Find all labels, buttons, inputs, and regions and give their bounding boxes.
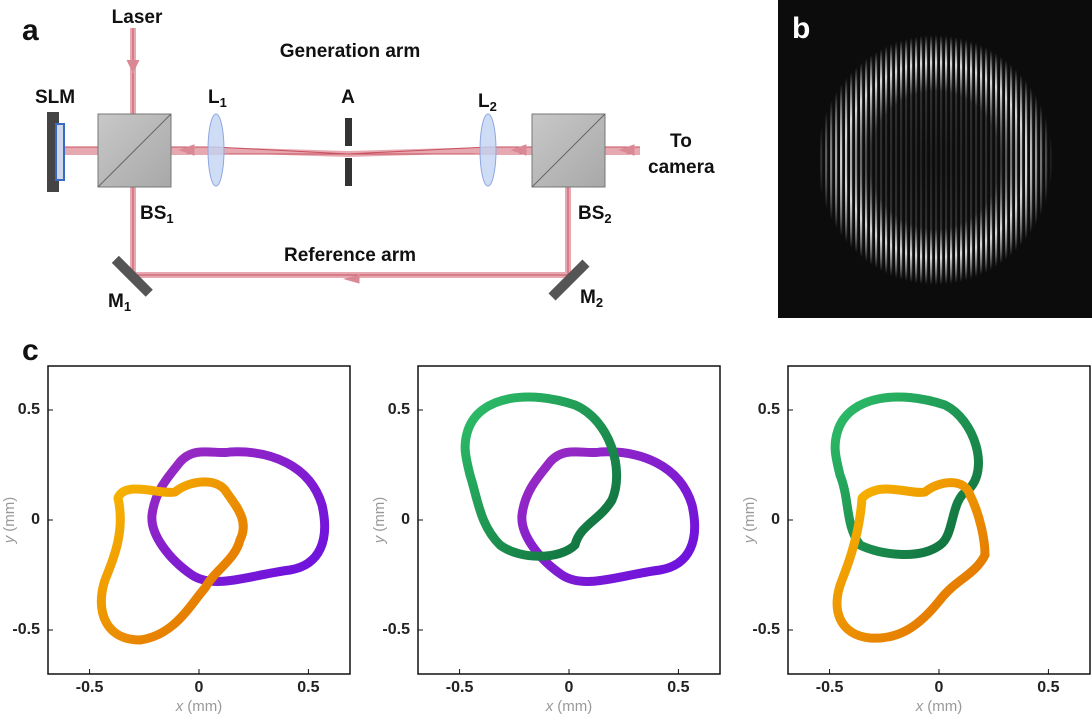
splitter-label-text: BS (140, 203, 166, 224)
plot: -0.5 0 0.5-0.500.5x (mm)y(mm) (1, 365, 351, 715)
x-axis-unit: (mm) (187, 698, 222, 715)
arm-label: Reference arm (284, 245, 416, 266)
mirror-label-text: M (580, 287, 596, 308)
splitter-label-sub: 2 (604, 211, 611, 226)
arm-label: Generation arm (280, 41, 420, 62)
slm-label: SLM (35, 87, 75, 108)
y-tick-label: 0.5 (388, 401, 410, 418)
plot-frame (417, 365, 721, 675)
x-tick-label: -0.5 (76, 679, 104, 696)
splitter-label-sub: 1 (166, 211, 173, 226)
plot-frame (47, 365, 351, 675)
y-tick-label: 0 (31, 511, 40, 528)
knot-tube (96, 477, 248, 645)
splitter-label: BS1 (140, 203, 174, 226)
plot: -0.5 0 0.5-0.500.5x (mm)y(mm) (371, 365, 721, 715)
lens-label: L2 (478, 91, 497, 114)
fringes (778, 0, 1092, 318)
lens-label-sub: 2 (490, 99, 497, 114)
knot-tube (517, 447, 700, 586)
y-axis-label: y (mm) (1, 497, 18, 544)
x-axis-var: x (175, 698, 184, 715)
lens-label-text: L (478, 91, 490, 112)
lens (479, 113, 497, 187)
beam-arrows (126, 59, 635, 284)
y-axis-var: y (1, 534, 18, 544)
mirror-label-sub: 2 (596, 295, 603, 310)
aperture-label: A (341, 87, 355, 108)
x-tick-label: 0 (195, 679, 204, 696)
knot-tube (830, 392, 983, 559)
laser-label: Laser (112, 7, 163, 28)
knot-plots: -0.5 0 0.5-0.500.5x (mm)y(mm)-0.5 0 0.5-0.500… (1, 365, 1091, 715)
panel-label: a (22, 14, 39, 47)
y-tick-label: -0.5 (382, 621, 410, 638)
x-axis-unit: (mm) (927, 698, 962, 715)
x-tick-label: 0.5 (667, 679, 689, 696)
y-axis-unit: (mm) (371, 497, 388, 532)
slm-screen (55, 123, 65, 181)
x-axis-label: x (mm) (545, 698, 592, 715)
x-axis-var: x (545, 698, 554, 715)
x-axis-label: x (mm) (915, 698, 962, 715)
mirror-label: M1 (108, 291, 131, 314)
lens-label: L1 (208, 87, 227, 110)
x-tick-label: 0.5 (1037, 679, 1059, 696)
x-axis-unit: (mm) (557, 698, 592, 715)
knot-curves (96, 392, 990, 645)
y-axis-unit: (mm) (741, 497, 758, 532)
mirror-label-text: M (108, 291, 124, 312)
plot-frame (787, 365, 1091, 675)
aperture (345, 118, 352, 146)
beam-splitter-face (531, 113, 606, 188)
setup-diagram: a Laser Generation arm Reference arm SLM… (22, 7, 715, 314)
knot-tube (460, 392, 622, 561)
x-tick-label: 0 (935, 679, 944, 696)
x-tick-label: -0.5 (446, 679, 474, 696)
y-tick-label: -0.5 (12, 621, 40, 638)
camera-label: camera (648, 157, 715, 178)
y-tick-label: 0 (771, 511, 780, 528)
knot-tube (832, 478, 990, 643)
x-axis-var: x (915, 698, 924, 715)
x-tick-label: 0.5 (297, 679, 319, 696)
plot: -0.5 0 0.5-0.500.5x (mm)y(mm) (741, 365, 1091, 715)
y-tick-label: 0.5 (18, 401, 40, 418)
mirror-label-sub: 1 (124, 299, 131, 314)
knot-tube (147, 447, 330, 586)
camera-label: To (670, 131, 692, 152)
y-axis-label: y (mm) (741, 497, 758, 544)
beam-splitter-face (97, 113, 172, 188)
aperture (345, 158, 352, 186)
y-tick-label: 0.5 (758, 401, 780, 418)
y-axis-var: y (371, 534, 388, 544)
y-axis-var: y (741, 534, 758, 544)
panel-label: b (792, 12, 810, 45)
lens-label-text: L (208, 87, 220, 108)
mirror (548, 259, 590, 301)
y-tick-label: -0.5 (752, 621, 780, 638)
splitter-label: BS2 (578, 203, 612, 226)
splitter-label-text: BS (578, 203, 604, 224)
x-axis-label: x (mm) (175, 698, 222, 715)
interferogram: b (778, 0, 1092, 318)
mirror-label: M2 (580, 287, 603, 310)
y-tick-label: 0 (401, 511, 410, 528)
panel-label: c (22, 334, 39, 367)
y-axis-unit: (mm) (1, 497, 18, 532)
lens (207, 113, 225, 187)
y-axis-label: y (mm) (371, 497, 388, 544)
lens-label-sub: 1 (220, 95, 227, 110)
mirror (111, 255, 153, 297)
x-tick-label: -0.5 (816, 679, 844, 696)
x-tick-label: 0 (565, 679, 574, 696)
